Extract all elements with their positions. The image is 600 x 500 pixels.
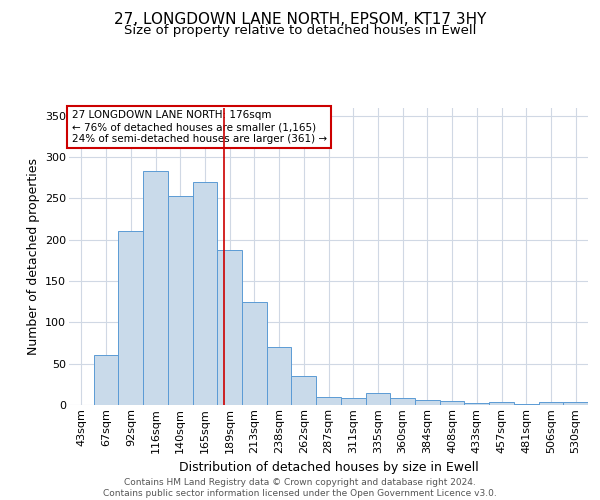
Text: 27 LONGDOWN LANE NORTH: 176sqm
← 76% of detached houses are smaller (1,165)
24% : 27 LONGDOWN LANE NORTH: 176sqm ← 76% of …	[71, 110, 327, 144]
Bar	[143, 171, 168, 405]
Bar	[440, 401, 464, 405]
Bar	[242, 302, 267, 405]
Y-axis label: Number of detached properties: Number of detached properties	[26, 158, 40, 355]
Bar	[267, 347, 292, 405]
Bar	[489, 402, 514, 405]
Text: Size of property relative to detached houses in Ewell: Size of property relative to detached ho…	[124, 24, 476, 37]
Bar	[316, 396, 341, 405]
Bar	[514, 404, 539, 405]
Bar	[94, 356, 118, 405]
Bar	[539, 402, 563, 405]
Bar	[563, 402, 588, 405]
Bar	[415, 400, 440, 405]
Bar	[341, 398, 365, 405]
Text: Contains HM Land Registry data © Crown copyright and database right 2024.
Contai: Contains HM Land Registry data © Crown c…	[103, 478, 497, 498]
Bar	[390, 398, 415, 405]
Bar	[217, 250, 242, 405]
X-axis label: Distribution of detached houses by size in Ewell: Distribution of detached houses by size …	[179, 461, 478, 474]
Text: 27, LONGDOWN LANE NORTH, EPSOM, KT17 3HY: 27, LONGDOWN LANE NORTH, EPSOM, KT17 3HY	[114, 12, 486, 28]
Bar	[464, 404, 489, 405]
Bar	[292, 376, 316, 405]
Bar	[118, 232, 143, 405]
Bar	[193, 182, 217, 405]
Bar	[365, 394, 390, 405]
Bar	[168, 196, 193, 405]
